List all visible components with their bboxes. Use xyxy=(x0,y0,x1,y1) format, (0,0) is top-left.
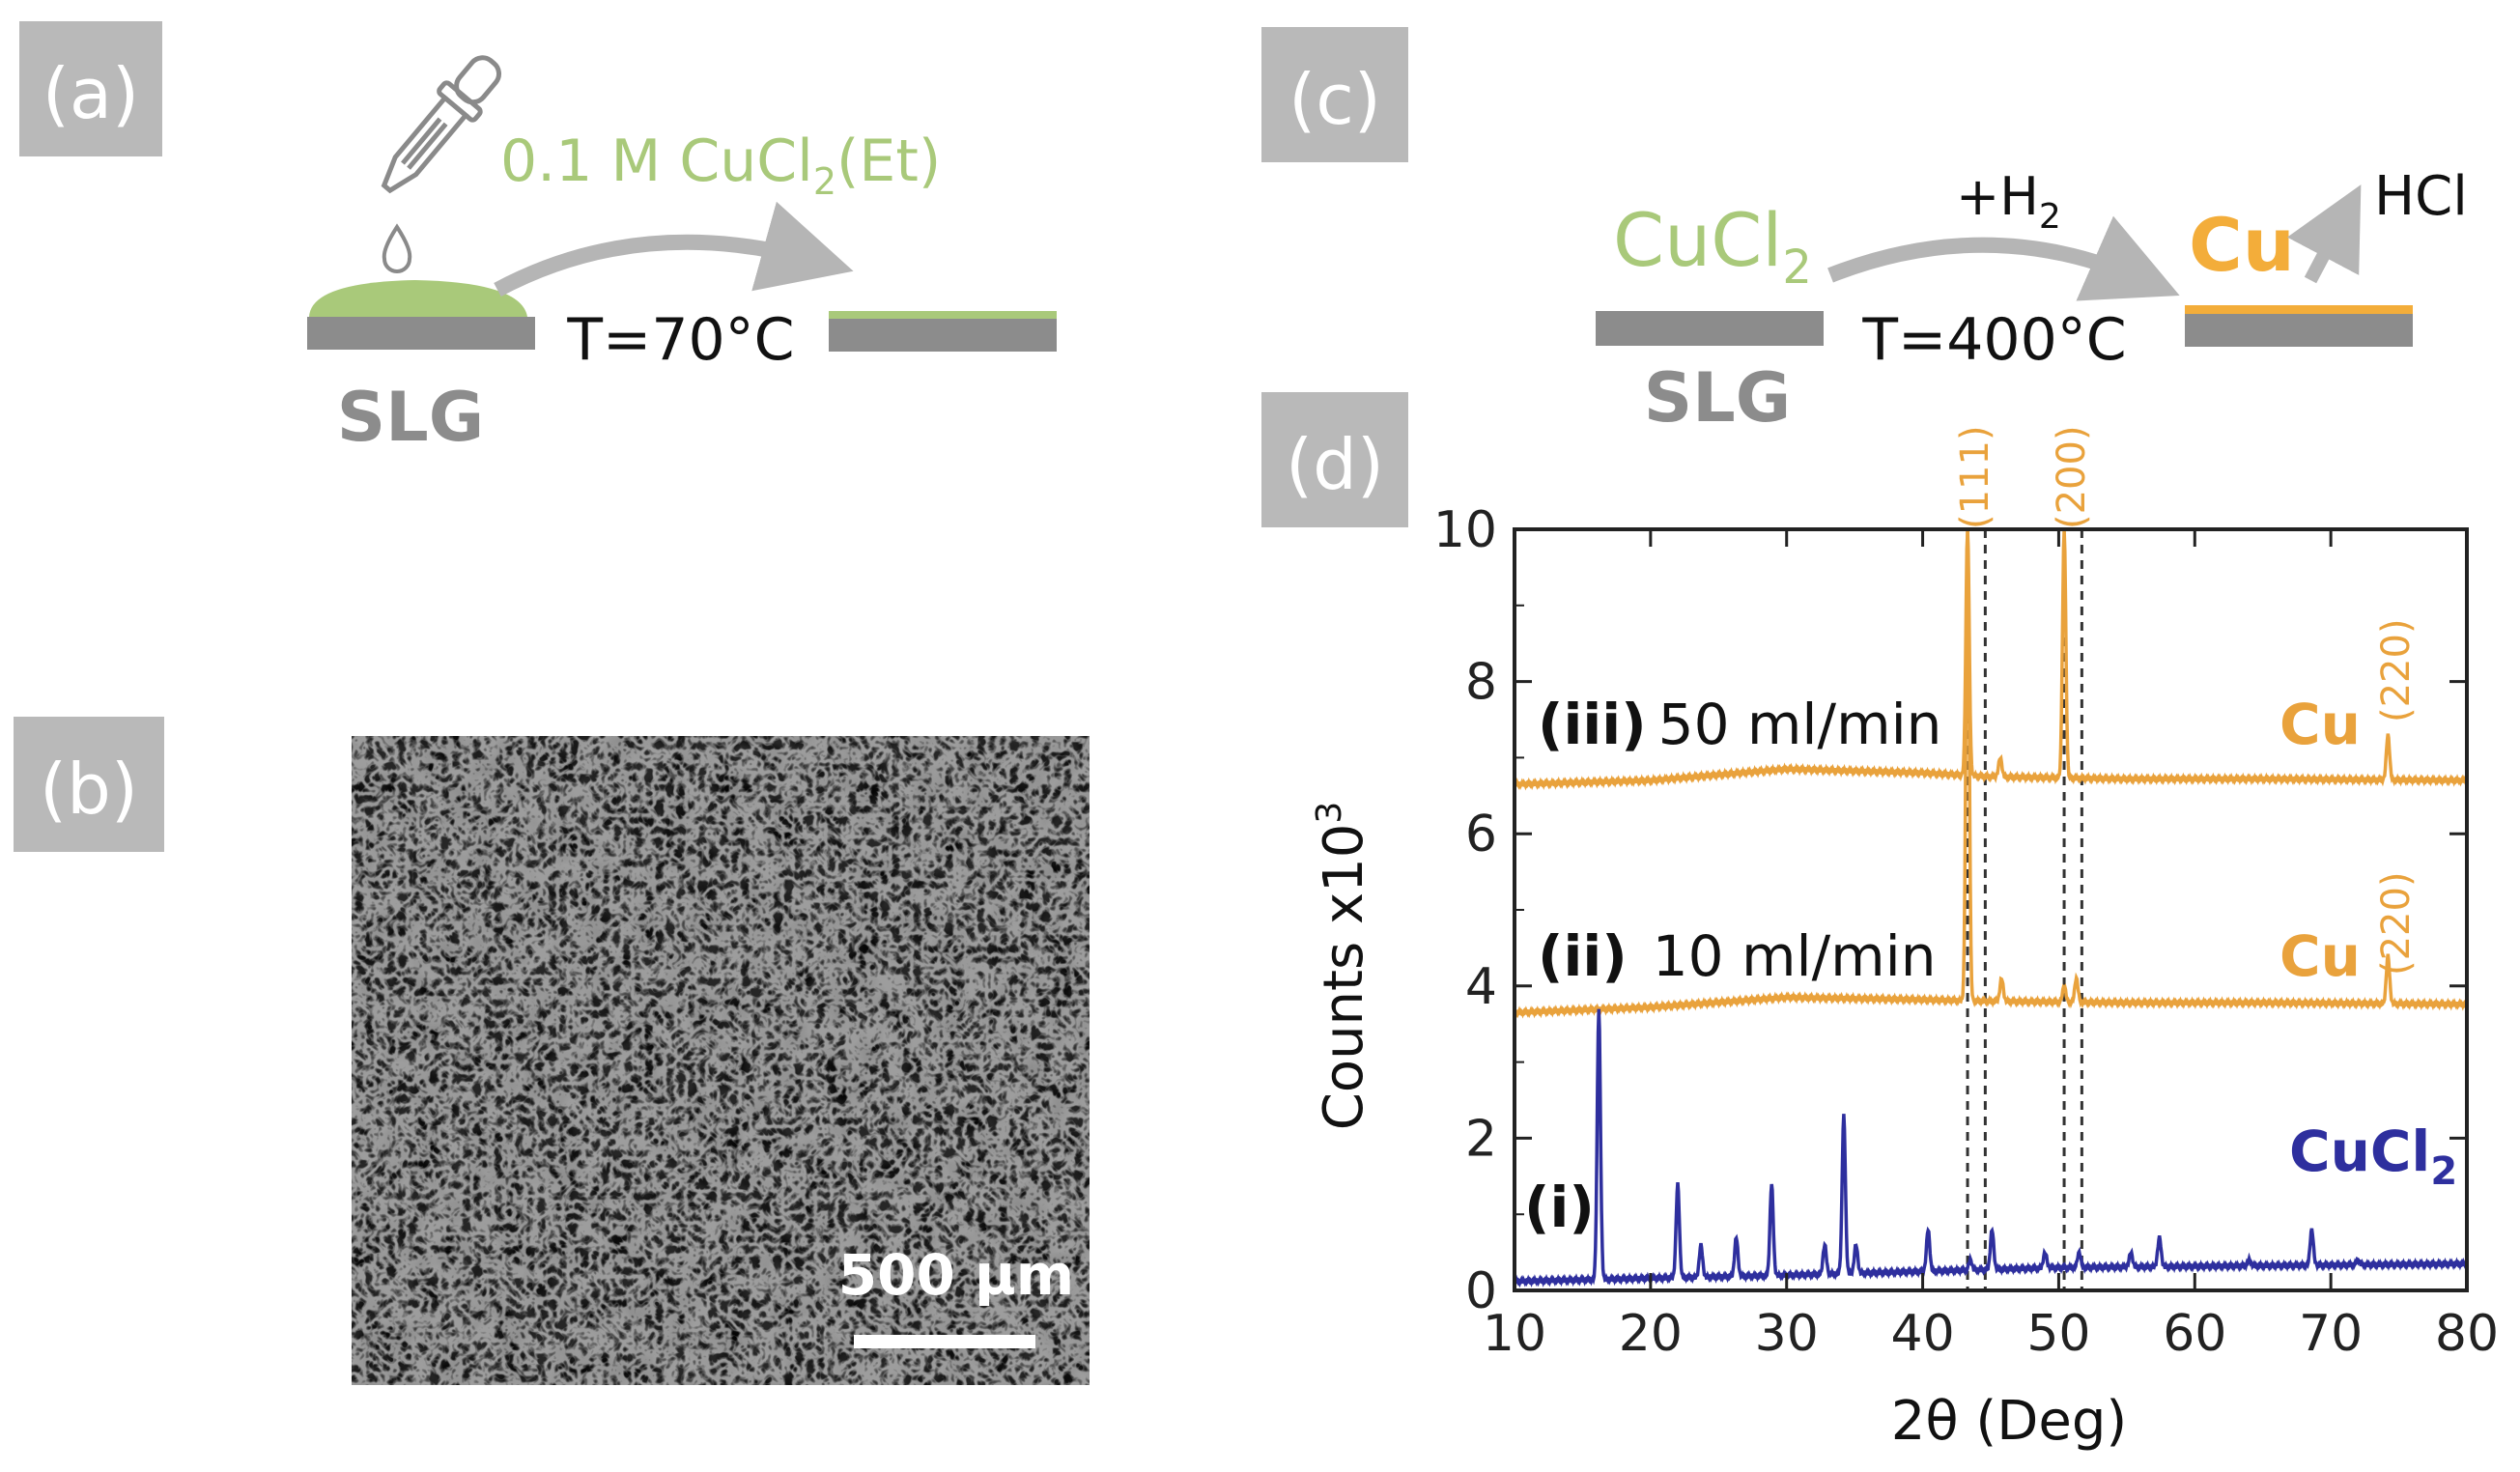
panel-b: (b) 500 µm xyxy=(14,717,1090,1385)
scale-bar-label: 500 µm xyxy=(838,1242,1074,1308)
panel-a-cucl2-droplet xyxy=(309,280,527,317)
panel-b-tag-box xyxy=(14,717,164,852)
panel-c-reactant: CuCl2 xyxy=(1613,197,1812,295)
series-iii-label: (iii) 50 ml/min xyxy=(1538,692,1941,757)
y-axis-label: Counts x103 xyxy=(1310,802,1375,1131)
panel-c-substrate-left xyxy=(1596,311,1824,346)
y-tick-label-6: 6 xyxy=(1465,806,1497,863)
series-i-material: CuCl2 xyxy=(2289,1118,2457,1194)
panel-a-tag-box xyxy=(19,21,162,156)
droplet-icon xyxy=(382,223,412,273)
panel-c-tag: (c) xyxy=(1288,59,1381,140)
panel-b-tag: (b) xyxy=(40,749,138,830)
series-iii-line xyxy=(1515,529,2467,791)
x-tick-label-30: 30 xyxy=(1755,1305,1819,1363)
peak-label-200: (200) xyxy=(2050,425,2094,529)
series-i-label: (i) xyxy=(1524,1175,1595,1240)
panel-c-gas: +H2 xyxy=(1956,166,2061,237)
panel-a-solution-label: 0.1 M CuCl2(Et) xyxy=(500,127,941,203)
panel-a-film xyxy=(829,311,1057,319)
panel-c-byproduct: HCl xyxy=(2374,165,2468,228)
panel-c-substrate-label: SLG xyxy=(1644,358,1791,438)
x-tick-label-60: 60 xyxy=(2163,1305,2226,1363)
dropper-icon xyxy=(381,55,502,194)
y-tick-label-10: 10 xyxy=(1433,501,1497,559)
panel-a-tag: (a) xyxy=(42,53,139,134)
panel-c-temperature: T=400°C xyxy=(1861,306,2126,374)
series-ii-line xyxy=(1515,530,2467,1019)
peak-label-220-ii: (220) xyxy=(2374,871,2419,976)
x-axis-label: 2θ (Deg) xyxy=(1891,1390,2128,1453)
panel-a: (a) 0.1 M CuCl2(Et) SLG T=70°C xyxy=(19,21,1057,457)
panel-c-tag-box xyxy=(1261,27,1408,162)
x-tick-label-10: 10 xyxy=(1483,1305,1546,1363)
panel-a-substrate-label: SLG xyxy=(337,378,484,457)
peak-label-111: (111) xyxy=(1953,425,1997,529)
panel-c-byproduct-arrow xyxy=(2286,184,2362,284)
x-tick-label-70: 70 xyxy=(2299,1305,2363,1363)
y-tick-label-4: 4 xyxy=(1465,958,1497,1016)
x-tick-label-50: 50 xyxy=(2026,1305,2090,1363)
panel-a-substrate-right xyxy=(829,319,1057,352)
y-tick-label-8: 8 xyxy=(1465,654,1497,712)
panel-d-tag: (d) xyxy=(1286,424,1384,505)
y-tick-label-2: 2 xyxy=(1465,1110,1497,1168)
series-i-line xyxy=(1515,1008,2467,1288)
panel-a-temperature: T=70°C xyxy=(566,306,794,374)
series-iii-material: Cu xyxy=(2279,692,2361,757)
peak-label-220-iii: (220) xyxy=(2374,618,2419,722)
x-tick-label-40: 40 xyxy=(1890,1305,1954,1363)
y-tick-label-0: 0 xyxy=(1465,1262,1497,1320)
series-ii-label: (ii) 10 ml/min xyxy=(1538,923,1937,989)
panel-c-cu-film xyxy=(2185,305,2413,314)
panel-a-substrate-left xyxy=(307,317,535,350)
panel-c: (c) CuCl2 SLG +H2 T=400°C Cu HCl xyxy=(1261,27,2468,438)
scale-bar xyxy=(854,1335,1035,1348)
series-ii-material: Cu xyxy=(2279,923,2361,989)
xrd-plot: 10 20 30 40 50 60 70 80 0 2 4 6 8 10 xyxy=(1433,501,2499,1363)
panel-c-substrate-right xyxy=(2185,314,2413,347)
panel-c-product: Cu xyxy=(2189,202,2295,288)
x-tick-label-20: 20 xyxy=(1619,1305,1683,1363)
x-tick-label-80: 80 xyxy=(2435,1305,2499,1363)
panel-a-process-arrow xyxy=(494,201,854,297)
panel-d-tag-box xyxy=(1261,392,1408,527)
panel-c-process-arrow xyxy=(1827,215,2180,301)
sem-micrograph xyxy=(352,736,1090,1385)
